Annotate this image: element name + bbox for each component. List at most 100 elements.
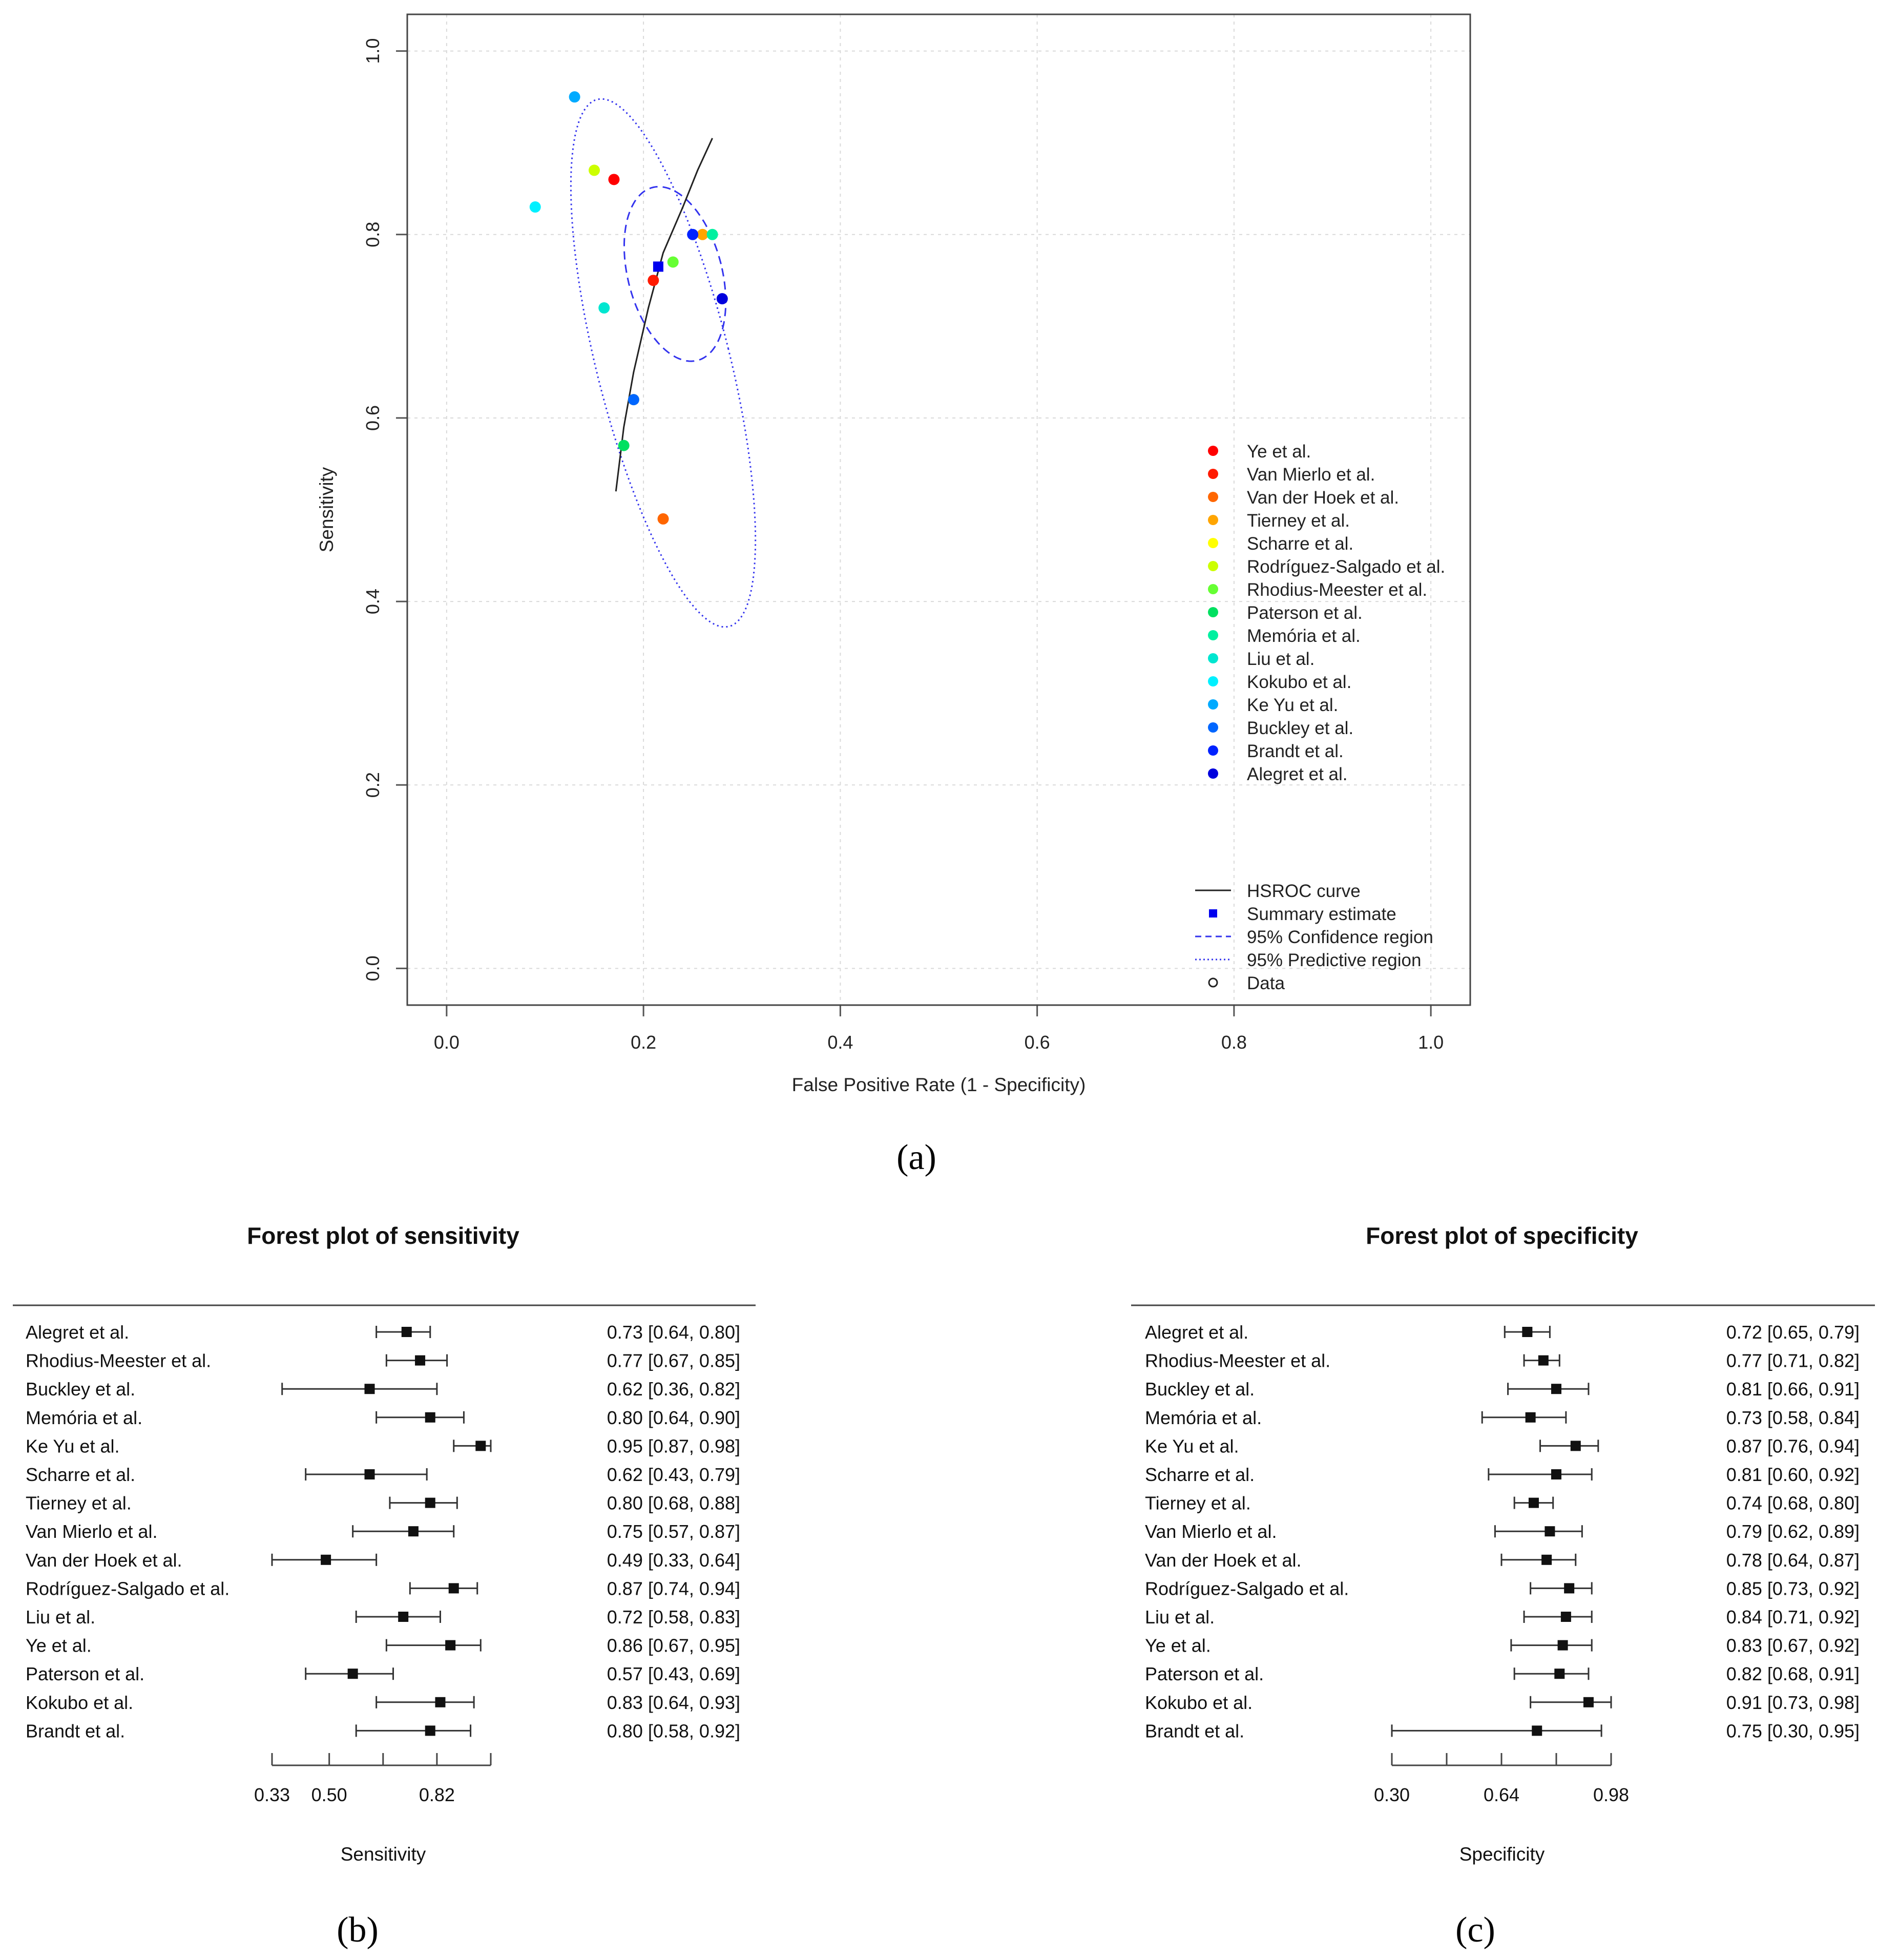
study-name: Tierney et al.	[1145, 1493, 1251, 1514]
study-name: Liu et al.	[1145, 1607, 1215, 1628]
point-estimate	[398, 1612, 409, 1622]
data-point	[687, 228, 699, 240]
hsroc-curve	[615, 138, 713, 492]
panel-label-a: (a)	[896, 1138, 936, 1177]
point-estimate	[1570, 1441, 1581, 1451]
study-name: Rodríguez-Salgado et al.	[26, 1578, 229, 1599]
estimate-label: 0.82 [0.68, 0.91]	[1726, 1663, 1860, 1684]
estimate-label: 0.87 [0.74, 0.94]	[607, 1578, 740, 1599]
legend-dot	[1208, 630, 1218, 640]
legend-symbol-summary	[1209, 909, 1217, 918]
x-axis-label: False Positive Rate (1 - Specificity)	[792, 1074, 1086, 1095]
estimate-label: 0.74 [0.68, 0.80]	[1726, 1493, 1860, 1514]
legend-label: Van Mierlo et al.	[1247, 465, 1375, 485]
estimate-label: 0.95 [0.87, 0.98]	[607, 1435, 740, 1456]
estimate-label: 0.72 [0.58, 0.83]	[607, 1607, 740, 1628]
estimate-label: 0.75 [0.57, 0.87]	[607, 1521, 740, 1542]
estimate-label: 0.91 [0.73, 0.98]	[1726, 1692, 1860, 1713]
estimate-label: 0.72 [0.65, 0.79]	[1726, 1322, 1860, 1343]
forest-axis-tick-label: 0.50	[311, 1784, 347, 1805]
legend-dot	[1208, 699, 1218, 710]
y-tick-label: 1.0	[362, 38, 383, 64]
estimate-label: 0.83 [0.64, 0.93]	[607, 1692, 740, 1713]
legend-label: Van der Hoek et al.	[1247, 488, 1399, 508]
y-tick-label: 0.8	[362, 222, 383, 247]
point-estimate	[408, 1526, 419, 1537]
data-point	[628, 394, 639, 406]
legend-dot	[1208, 745, 1218, 756]
data-point	[589, 164, 600, 176]
legend-label: Data	[1247, 973, 1285, 993]
study-name: Scharre et al.	[1145, 1464, 1255, 1485]
point-estimate	[347, 1669, 358, 1679]
point-estimate	[1554, 1669, 1565, 1679]
estimate-label: 0.80 [0.68, 0.88]	[607, 1493, 740, 1514]
y-tick-label: 0.0	[362, 955, 383, 981]
point-estimate	[1538, 1355, 1549, 1366]
study-name: Buckley et al.	[1145, 1379, 1255, 1400]
estimate-label: 0.86 [0.67, 0.95]	[607, 1635, 740, 1656]
study-name: Alegret et al.	[1145, 1322, 1248, 1343]
legend-symbol-data	[1208, 977, 1218, 988]
legend-label: 95% Confidence region	[1247, 927, 1433, 947]
study-name: Van der Hoek et al.	[26, 1550, 182, 1571]
legend-dot	[1208, 607, 1218, 617]
legend-label: Ke Yu et al.	[1247, 695, 1338, 715]
point-estimate	[1522, 1327, 1533, 1337]
x-tick-label: 1.0	[1418, 1032, 1444, 1053]
legend-label: Rhodius-Meester et al.	[1247, 580, 1427, 600]
data-point	[657, 513, 669, 525]
study-name: Kokubo et al.	[26, 1692, 133, 1713]
y-tick-label: 0.4	[362, 589, 383, 614]
legend-label: Alegret et al.	[1247, 764, 1348, 784]
legend-label: Kokubo et al.	[1247, 672, 1351, 692]
study-name: Brandt et al.	[26, 1720, 125, 1741]
study-name: Van Mierlo et al.	[1145, 1521, 1277, 1542]
point-estimate	[1545, 1526, 1555, 1537]
point-estimate	[475, 1441, 486, 1451]
point-estimate	[1583, 1697, 1594, 1707]
point-estimate	[415, 1355, 426, 1366]
x-tick-label: 0.4	[827, 1032, 853, 1053]
study-name: Ye et al.	[26, 1635, 92, 1656]
legend-dot	[1208, 584, 1218, 594]
estimate-label: 0.62 [0.36, 0.82]	[607, 1379, 740, 1400]
legend-label: Paterson et al.	[1247, 603, 1363, 623]
point-estimate	[425, 1497, 435, 1508]
study-name: Scharre et al.	[26, 1464, 135, 1485]
study-name: Rodríguez-Salgado et al.	[1145, 1578, 1349, 1599]
legend-dot	[1208, 676, 1218, 686]
estimate-label: 0.81 [0.60, 0.92]	[1726, 1464, 1860, 1485]
study-name: Memória et al.	[26, 1407, 142, 1428]
panel-c-forest-specificity: Forest plot of specificity Alegret et al.…	[1131, 1222, 1875, 1865]
summary-estimate-marker	[653, 261, 663, 272]
legend-label: Brandt et al.	[1247, 741, 1344, 761]
point-estimate	[1528, 1497, 1539, 1508]
data-point	[716, 293, 728, 305]
legend-dot	[1208, 768, 1218, 779]
estimate-label: 0.75 [0.30, 0.95]	[1726, 1720, 1860, 1741]
point-estimate	[364, 1384, 375, 1394]
legend-label: HSROC curve	[1247, 881, 1361, 901]
forest-axis-tick-label: 0.33	[254, 1784, 290, 1805]
estimate-label: 0.80 [0.58, 0.92]	[607, 1720, 740, 1741]
study-name: Liu et al.	[26, 1607, 95, 1628]
study-name: Ke Yu et al.	[26, 1435, 119, 1456]
legend-label: 95% Predictive region	[1247, 950, 1421, 970]
panel-a-sroc-plot: 0.0 0.2 0.4 0.6 0.8 1.0 0.0 0.2 0.4 0.6 0.8 1.0 Fals…	[316, 13, 1471, 1095]
estimate-label: 0.87 [0.76, 0.94]	[1726, 1435, 1860, 1456]
point-estimate	[1551, 1469, 1561, 1479]
forest-axis-label: Specificity	[1459, 1844, 1545, 1865]
estimate-label: 0.73 [0.58, 0.84]	[1726, 1407, 1860, 1428]
point-estimate	[445, 1640, 456, 1651]
legend-label: Summary estimate	[1247, 904, 1396, 924]
estimate-label: 0.62 [0.43, 0.79]	[607, 1464, 740, 1485]
estimate-label: 0.49 [0.33, 0.64]	[607, 1550, 740, 1571]
point-estimate	[401, 1327, 412, 1337]
point-estimate	[1551, 1384, 1561, 1394]
legend-dot	[1208, 722, 1218, 733]
predictive-region	[570, 98, 757, 628]
legend-dot	[1208, 515, 1218, 525]
estimate-label: 0.78 [0.64, 0.87]	[1726, 1550, 1860, 1571]
